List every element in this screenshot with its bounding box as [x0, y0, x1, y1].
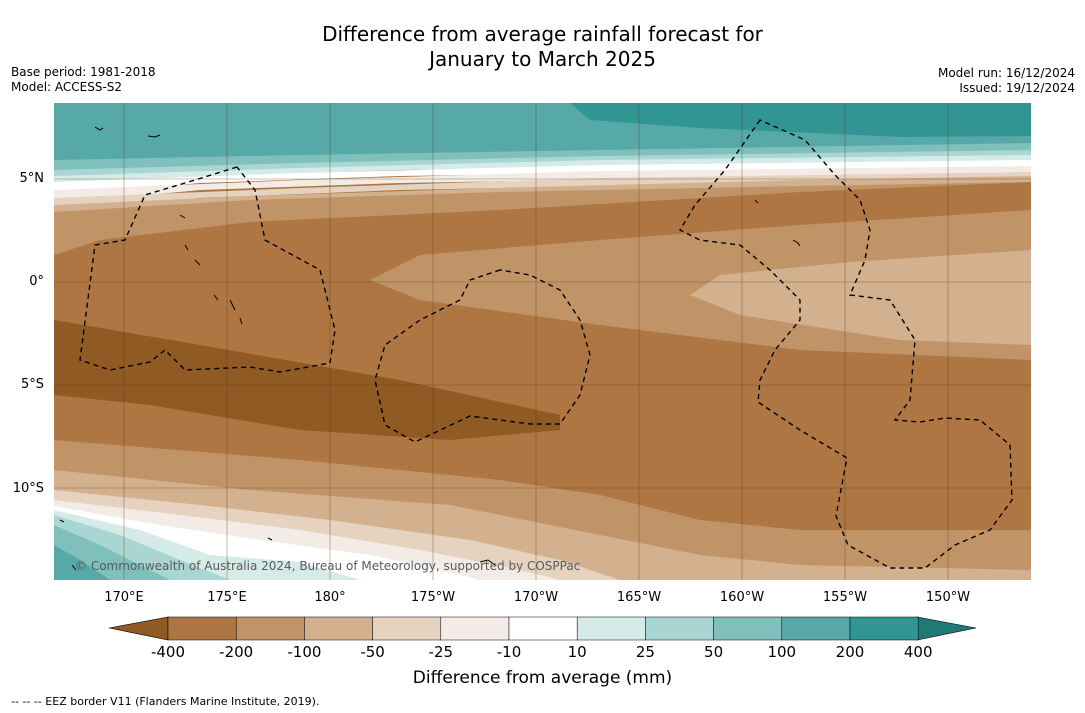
map-gridlines — [54, 103, 1031, 580]
colorbar-cell — [849, 616, 919, 641]
island — [754, 199, 759, 204]
island — [71, 564, 77, 571]
colorbar-cell — [167, 616, 237, 641]
lon-label-180: 180° — [314, 590, 346, 605]
band-north-mid-teal — [54, 143, 1031, 178]
island — [267, 537, 273, 541]
lon-label-170w: 170°W — [513, 590, 559, 605]
colorbar-tick-label: 10 — [567, 643, 587, 661]
colorbar-arrow-left — [108, 616, 169, 641]
island — [184, 244, 189, 251]
colorbar-cell — [508, 616, 578, 641]
lat-label-5n: 5°N — [19, 171, 45, 186]
copyright-notice: © Commonwealth of Australia 2024, Bureau… — [75, 559, 581, 573]
colorbar-arrow-right — [916, 616, 977, 641]
islands — [59, 126, 801, 571]
island — [792, 239, 801, 247]
colorbar-tick-label: 400 — [903, 643, 933, 661]
lon-label-175e: 175°E — [207, 590, 247, 605]
colorbar-cell — [781, 616, 851, 641]
lon-label-165w: 165°W — [616, 590, 662, 605]
lat-label-0: 0° — [29, 274, 44, 289]
island — [229, 299, 236, 311]
model-run: Model run: 16/12/2024 — [937, 66, 1075, 80]
band-north-dark-teal — [570, 103, 1031, 137]
issued-date: Issued: 19/12/2024 — [959, 81, 1075, 95]
colorbar-cell — [576, 616, 646, 641]
colorbar — [108, 616, 977, 641]
colorbar-cell — [645, 616, 714, 641]
eez-borders — [79, 119, 1013, 569]
island — [147, 134, 161, 138]
colorbar-cell — [235, 616, 305, 641]
colorbar-tick-label: -50 — [360, 643, 385, 661]
title-line-2: January to March 2025 — [429, 47, 656, 71]
colorbar-cell — [304, 616, 373, 641]
eez-kiribati-phoenix — [374, 269, 591, 443]
map-title: Difference from average rainfall forecas… — [0, 22, 1085, 72]
colorbar-tick-label: 200 — [835, 643, 865, 661]
lon-label-150w: 150°W — [925, 590, 971, 605]
base-period: Base period: 1981-2018 — [11, 65, 156, 79]
colorbar-cell — [440, 616, 510, 641]
eez-kiribati-line — [679, 119, 1013, 569]
island — [239, 317, 243, 325]
colorbar-tick-label: 100 — [767, 643, 797, 661]
colorbar-tick-label: -10 — [496, 643, 522, 661]
colorbar-tick-label: -25 — [428, 643, 454, 661]
title-line-1: Difference from average rainfall forecas… — [322, 22, 763, 46]
eez-kiribati-gilbert — [79, 166, 336, 373]
colorbar-tick-label: -100 — [287, 643, 322, 661]
island — [479, 559, 496, 566]
model-name: Model: ACCESS-S2 — [11, 80, 123, 94]
lon-label-160w: 160°W — [719, 590, 765, 605]
lat-label-10s: 10°S — [12, 481, 44, 496]
lat-label-5s: 5°S — [20, 377, 44, 392]
island — [59, 519, 65, 523]
colorbar-tick-label: -400 — [150, 643, 186, 661]
lon-label-155w: 155°W — [822, 590, 868, 605]
band-dark-brown — [54, 320, 560, 440]
rainfall-field — [54, 103, 1031, 580]
band-north-brown-light — [54, 182, 1031, 255]
eez-legend-note: -- -- -- EEZ border V11 (Flanders Marine… — [11, 695, 320, 708]
lon-label-175w: 175°W — [410, 590, 456, 605]
island — [94, 126, 104, 131]
colorbar-title: Difference from average (mm) — [412, 668, 673, 688]
band-north-tan — [54, 176, 1031, 255]
island — [179, 214, 186, 219]
island — [194, 259, 201, 266]
colorbar-cell — [713, 616, 783, 641]
colorbar-tick-label: -200 — [219, 643, 254, 661]
colorbar-cell — [372, 616, 442, 641]
band-equator-tan — [690, 250, 1031, 345]
lon-label-170e: 170°E — [104, 590, 144, 605]
island — [213, 294, 219, 301]
band-south-teal — [54, 545, 110, 580]
colorbar-tick-label: 25 — [635, 643, 655, 661]
meta-right: Model run: 16/12/2024 Issued: 19/12/2024 — [938, 66, 1075, 96]
colorbar-tick-label: 50 — [704, 643, 724, 661]
meta-left: Base period: 1981-2018 Model: ACCESS-S2 — [11, 65, 156, 95]
